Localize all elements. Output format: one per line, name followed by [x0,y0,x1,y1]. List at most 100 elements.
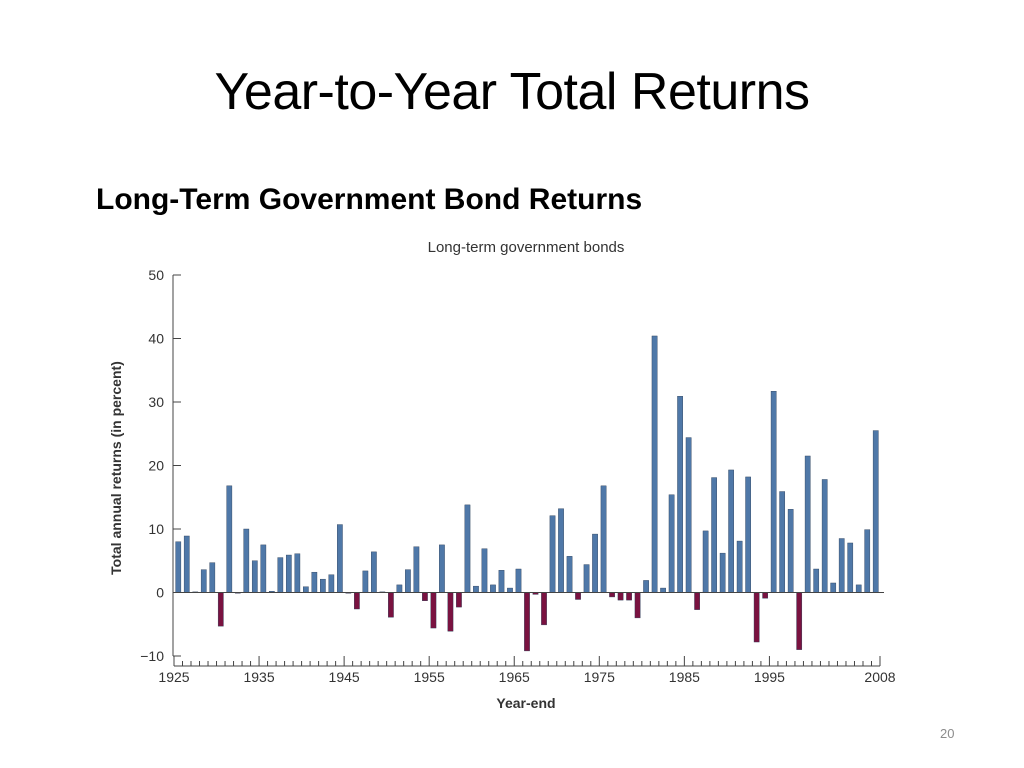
bar-1934 [243,528,250,593]
bar-1962 [481,548,488,593]
x-tick-label: 1945 [329,669,360,685]
bar-1927 [183,535,190,593]
bar-1956 [430,592,437,629]
bar-1941 [303,586,309,593]
y-tick-label: 30 [148,394,164,410]
bar-1979 [626,592,632,601]
bar-1940 [294,553,301,593]
bar-1938 [277,557,284,593]
bar-1930 [209,562,216,593]
bar-1942 [311,571,318,593]
x-tick-label: 1985 [669,669,700,685]
bar-1974 [583,564,590,593]
bar-1973 [575,592,581,600]
bar-1947 [354,592,360,610]
bar-1995 [762,592,769,599]
x-tick-label: 2008 [864,669,895,685]
bar-1988 [702,530,709,593]
bar-1993 [745,476,751,593]
y-tick-label: 0 [156,585,164,601]
chart-title: Long-term government bonds [428,239,625,256]
bar-2005 [847,542,854,593]
x-tick-label: 1995 [754,669,785,685]
bar-1958 [447,592,454,632]
bar-1969 [541,592,547,626]
bar-2006 [855,584,862,593]
y-axis-label: Total annual returns (in percent) [108,361,124,575]
bar-1951 [388,592,394,618]
bar-1986 [685,437,692,593]
axes-group: −10 0 10 20 30 40 50 1925 1935 1945 1955 1965 1975 19… [140,267,896,685]
bar-1936 [260,544,267,593]
x-tick-label: 1975 [584,669,615,685]
bar-1954 [413,546,420,593]
bar-1959 [456,592,462,608]
x-tick-label: 1965 [499,669,530,685]
y-tick-label: 40 [148,331,164,347]
bar-2004 [838,538,845,593]
bar-1966 [515,568,522,593]
bar-2001 [813,568,820,593]
x-tick-label: 1955 [414,669,445,685]
bar-2002 [821,479,828,593]
bar-2003 [830,582,837,593]
x-axis-label: Year-end [496,695,555,711]
x-tick-label: 1935 [243,669,274,685]
bar-1987 [694,592,700,610]
bar-1949 [371,551,377,593]
bar-1961 [473,585,479,593]
bar-1971 [558,508,564,593]
x-tick-label: 1925 [158,669,189,685]
bar-1935 [251,560,258,593]
bar-1960 [464,504,471,593]
bar-1926 [175,541,182,593]
bar-1996 [770,391,777,593]
bar-1964 [498,570,505,593]
bar-1978 [617,592,624,601]
bar-1955 [422,592,428,601]
y-tick-label: 20 [148,458,164,474]
y-tick-label: 10 [148,521,164,537]
y-tick-label: 50 [148,267,164,283]
bar-1952 [396,584,403,593]
bar-1989 [711,477,717,593]
bar-2008 [872,430,879,593]
bar-1967 [524,592,530,652]
bar-1953 [405,569,411,593]
bar-1983 [660,587,666,593]
bar-1932 [226,485,233,593]
bar-1931 [217,592,224,627]
bar-1991 [728,469,734,593]
bar-1963 [490,584,496,593]
bar-1982 [651,335,658,593]
bar-1957 [439,544,445,593]
bar-1943 [320,578,326,593]
slide-subtitle: Long-Term Government Bond Returns [96,183,643,216]
bar-2000 [804,455,811,593]
bar-group [175,335,879,652]
bar-1990 [719,552,726,593]
bar-1997 [779,491,786,593]
bar-1948 [362,570,369,593]
bar-1965 [507,587,513,593]
bar-1976 [600,485,607,593]
bar-1984 [668,494,675,593]
bar-1977 [609,592,615,598]
bar-1939 [285,554,292,593]
bar-1975 [592,533,598,593]
slide-title: Year-to-Year Total Returns [214,63,810,121]
bar-1992 [736,540,743,593]
bar-1999 [796,592,803,650]
bar-1972 [566,556,573,593]
bar-1985 [677,396,683,593]
bar-1998 [787,509,794,593]
bar-1945 [337,524,343,593]
bar-1970 [549,515,556,593]
bar-1944 [328,574,335,593]
bar-1980 [634,592,641,619]
page-number: 20 [940,726,955,741]
bar-1929 [200,569,207,593]
bar-2007 [864,529,871,593]
y-tick-label: −10 [140,648,164,664]
